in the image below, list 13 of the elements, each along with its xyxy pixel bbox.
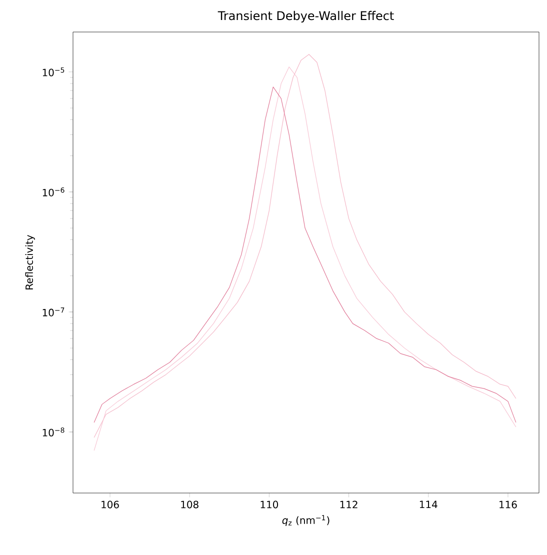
x-tick-label: 108 — [181, 500, 198, 508]
chart-title: Transient Debye-Waller Effect — [218, 10, 394, 22]
y-tick-label: 10$^{−6}$ — [42, 187, 64, 196]
x-tick-label: 112 — [340, 500, 358, 508]
x-tick-label: 114 — [420, 500, 438, 508]
x-tick-label: 116 — [500, 500, 517, 508]
x-tick-label: 106 — [102, 500, 119, 508]
y-tick-label: 10$^{−7}$ — [42, 308, 64, 316]
y-tick-label: 10$^{−8}$ — [42, 428, 64, 436]
x-tick-label: 110 — [260, 500, 278, 508]
y-axis-title: Reflectivity — [25, 234, 35, 290]
y-tick-label: 10$^{−5}$ — [42, 67, 64, 76]
x-axis-title: q$_{z}$ (nm$^{−1}$) — [282, 515, 330, 526]
